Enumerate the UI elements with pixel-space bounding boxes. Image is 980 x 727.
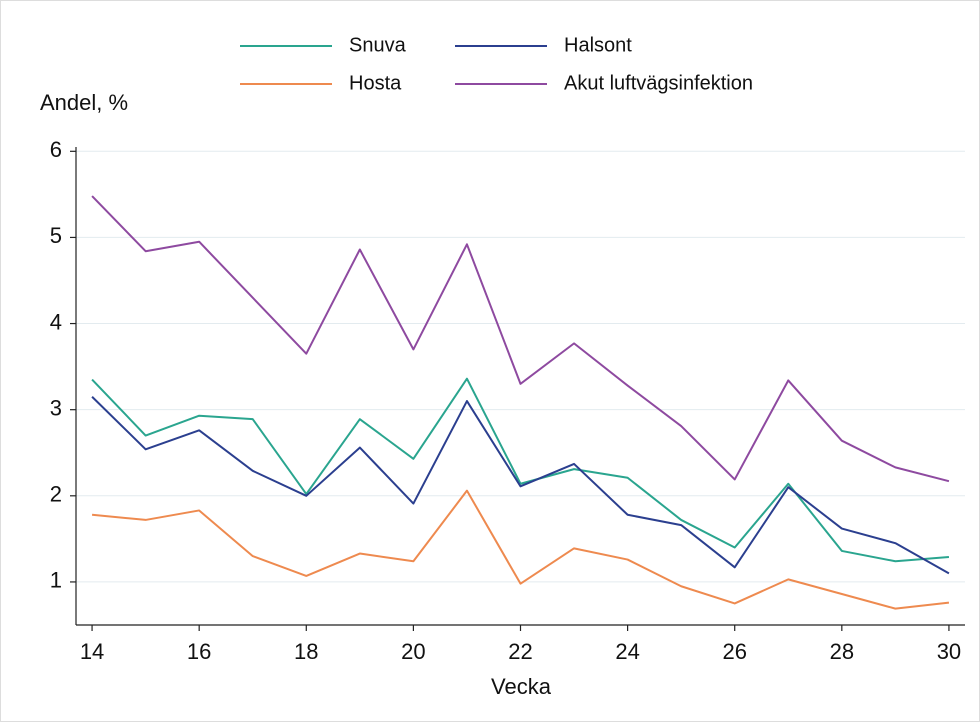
legend-label: Snuva [349,34,407,56]
legend-label: Halsont [564,34,632,56]
series-line [91,195,950,483]
x-axis-label: Vecka [491,674,552,699]
y-tick-label: 6 [50,137,62,162]
x-tick-label: 26 [722,639,746,664]
legend: Snuva Halsont Hosta Akut luftvägsinfektion [240,34,753,94]
legend-label: Akut luftvägsinfektion [564,72,753,94]
x-tick-label: 18 [294,639,318,664]
x-tick-label: 20 [401,639,425,664]
x-tick-label: 30 [937,639,961,664]
series-line [91,377,950,563]
x-tick-label: 22 [508,639,532,664]
y-tick-label: 5 [50,223,62,248]
x-tick-label: 28 [830,639,854,664]
series-line [91,489,950,610]
y-tick-label: 1 [50,568,62,593]
x-tick-label: 14 [80,639,104,664]
y-tick-label: 2 [50,482,62,507]
y-tick-label: 4 [50,309,62,334]
y-tick-label: 3 [50,395,62,420]
legend-label: Hosta [349,72,402,94]
x-tick-label: 16 [187,639,211,664]
series-line [91,396,950,575]
y-axis-label: Andel, % [40,90,128,115]
x-tick-label: 24 [615,639,639,664]
